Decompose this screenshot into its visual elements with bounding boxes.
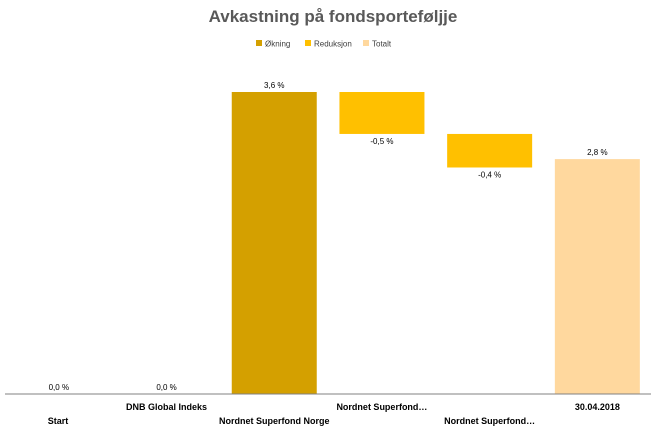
data-label-0: 0,0 % [49,383,69,392]
bar-2 [231,92,317,394]
bar-3 [339,92,425,134]
category-label-4: Nordnet Superfond… [444,416,535,426]
legend-label-decrease: Reduksjon [314,40,352,49]
data-label-2: 3,6 % [264,81,284,90]
legend-swatch-increase [256,40,262,46]
category-label-2: Nordnet Superfond Norge [219,416,330,426]
category-label-0: Start [48,416,69,426]
bar-5 [554,159,640,394]
legend-label-total: Totalt [372,40,392,49]
data-label-1: 0,0 % [156,383,176,392]
chart-title: Avkastning på fondsporteføljje [209,7,458,26]
category-label-5: 30.04.2018 [575,402,620,412]
data-label-5: 2,8 % [587,148,607,157]
data-labels: 0,0 % 0,0 % 3,6 % -0,5 % -0,4 % 2,8 % [49,81,608,392]
data-label-4: -0,4 % [478,171,501,180]
bar-4 [447,133,533,168]
bars [231,92,640,394]
legend-swatch-total [363,40,369,46]
data-label-3: -0,5 % [370,137,393,146]
category-labels: Start DNB Global Indeks Nordnet Superfond … [48,402,620,426]
legend-label-increase: Økning [265,40,290,49]
category-label-3: Nordnet Superfond… [336,402,427,412]
legend: Økning Reduksjon Totalt [256,40,392,49]
legend-swatch-decrease [305,40,311,46]
category-label-1: DNB Global Indeks [126,402,207,412]
